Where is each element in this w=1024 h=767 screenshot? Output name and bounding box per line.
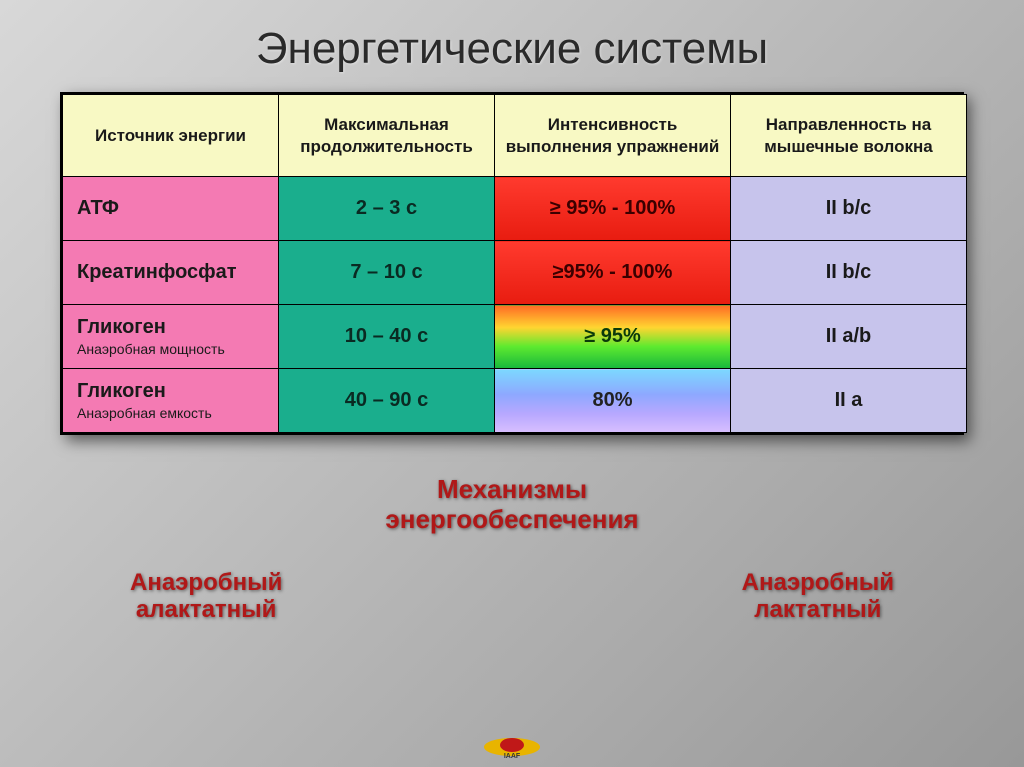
duration-cell: 40 – 90 с: [279, 369, 495, 433]
table-row: Гликоген Анаэробная мощность 10 – 40 с≥ 95…: [63, 305, 967, 369]
table-header-cell: Максимальная продолжительность: [279, 95, 495, 177]
footer-left-line2: алактатный: [136, 596, 277, 623]
fibers-cell: II b/c: [731, 241, 967, 305]
footer-left-line1: Анаэробный: [130, 569, 282, 596]
source-cell: Гликоген Анаэробная емкость: [63, 369, 279, 433]
footer-heading: Механизмы энергообеспечения: [60, 475, 964, 535]
source-sub: Анаэробная мощность: [77, 341, 272, 357]
fibers-cell: II a: [731, 369, 967, 433]
duration-cell: 2 – 3 с: [279, 177, 495, 241]
energy-systems-table: Источник энергииМаксимальная продолжител…: [60, 92, 964, 435]
fibers-cell: II a/b: [731, 305, 967, 369]
source-cell: Гликоген Анаэробная мощность: [63, 305, 279, 369]
logo-text: IAAF: [504, 753, 521, 759]
table-body: АТФ2 – 3 с≥ 95% - 100%II b/cКреатинфосфа…: [63, 177, 967, 433]
intensity-cell: 80%: [495, 369, 731, 433]
iaaf-logo-icon: IAAF: [477, 725, 547, 759]
duration-cell: 7 – 10 с: [279, 241, 495, 305]
footer-right-line2: лактатный: [754, 596, 881, 623]
source-main: Гликоген: [77, 380, 272, 403]
source-cell: Креатинфосфат: [63, 241, 279, 305]
table-row: АТФ 2 – 3 с≥ 95% - 100%II b/c: [63, 177, 967, 241]
footer-block: Механизмы энергообеспечения Анаэробный а…: [60, 475, 964, 624]
footer-right-line1: Анаэробный: [742, 569, 894, 596]
footer-heading-line2: энергообеспечения: [385, 504, 638, 534]
source-cell: АТФ: [63, 177, 279, 241]
source-sub: Анаэробная емкость: [77, 405, 272, 421]
source-main: АТФ: [77, 197, 272, 220]
table-header-cell: Источник энергии: [63, 95, 279, 177]
footer-heading-line1: Механизмы: [437, 474, 587, 504]
duration-cell: 10 – 40 с: [279, 305, 495, 369]
table-row: Креатинфосфат 7 – 10 с≥95% - 100%II b/c: [63, 241, 967, 305]
fibers-cell: II b/c: [731, 177, 967, 241]
intensity-cell: ≥95% - 100%: [495, 241, 731, 305]
footer-right: Анаэробный лактатный: [742, 569, 894, 624]
footer-left: Анаэробный алактатный: [130, 569, 282, 624]
intensity-cell: ≥ 95%: [495, 305, 731, 369]
intensity-cell: ≥ 95% - 100%: [495, 177, 731, 241]
table-header-cell: Интенсивность выполнения упражнений: [495, 95, 731, 177]
source-main: Гликоген: [77, 316, 272, 339]
slide-title: Энергетические системы: [0, 0, 1024, 92]
table-header-cell: Направленность на мышечные волокна: [731, 95, 967, 177]
source-main: Креатинфосфат: [77, 261, 272, 284]
table-row: Гликоген Анаэробная емкость 40 – 90 с80%II…: [63, 369, 967, 433]
table-header-row: Источник энергииМаксимальная продолжител…: [63, 95, 967, 177]
